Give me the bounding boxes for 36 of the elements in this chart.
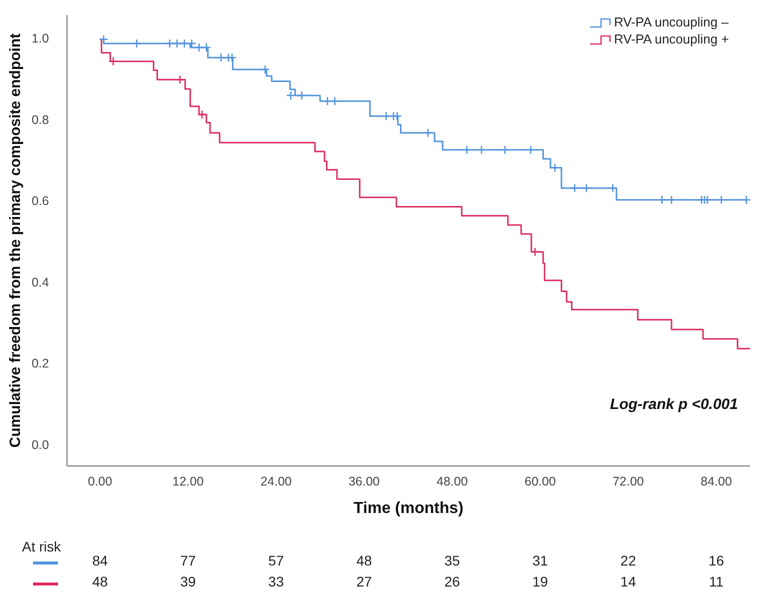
text: 48 (356, 552, 372, 569)
text: 31 (532, 552, 548, 569)
annotation: Log-rank p <0.001 (610, 396, 738, 413)
text: 27 (356, 574, 372, 590)
text: 22 (620, 552, 636, 569)
x-axis-title: Time (months) (354, 500, 464, 517)
text: 11 (708, 574, 724, 590)
text: At risk (22, 538, 62, 555)
x-tick-label: 60.00 (524, 474, 556, 488)
x-tick-label: 72.00 (612, 474, 644, 488)
y-tick-label: 0.0 (32, 438, 50, 452)
x-tick-label: 0.00 (88, 474, 112, 488)
text: 77 (180, 552, 196, 569)
x-tick-label: 24.00 (260, 474, 292, 488)
x-tick-label: 36.00 (348, 474, 380, 488)
x-tick-label: 12.00 (172, 474, 204, 488)
y-tick-label: 0.2 (32, 356, 50, 371)
y-tick-label: 0.8 (32, 112, 50, 127)
y-tick-label: 0.4 (32, 275, 50, 290)
text: 39 (180, 574, 196, 590)
text: 26 (444, 574, 460, 590)
legend-label: RV-PA uncoupling + (614, 31, 729, 46)
text: 33 (268, 574, 284, 590)
y-tick-label: 1.0 (32, 32, 50, 46)
text: 19 (532, 574, 548, 590)
text: 57 (268, 552, 284, 569)
text: 16 (708, 552, 724, 569)
text: 14 (620, 574, 636, 590)
x-tick-label: 84.00 (700, 474, 732, 488)
y-tick-label: 0.6 (32, 194, 50, 208)
x-tick-label: 48.00 (436, 474, 468, 488)
y-axis-title: Cumulative freedom from the primary composite endpoint (7, 33, 24, 448)
text: 48 (92, 574, 108, 590)
text: 35 (444, 552, 460, 569)
text: 84 (92, 552, 108, 569)
legend-label: RV-PA uncoupling – (614, 14, 730, 30)
